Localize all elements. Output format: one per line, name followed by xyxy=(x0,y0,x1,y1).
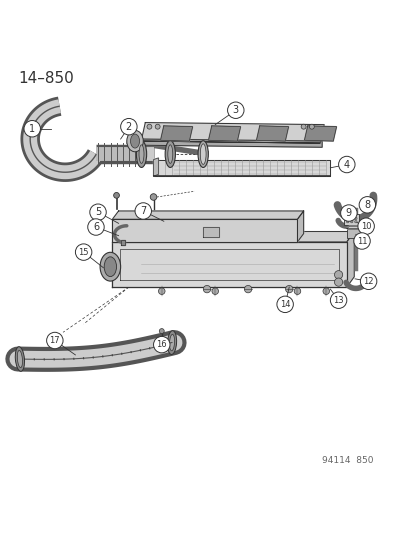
Circle shape xyxy=(354,217,356,220)
Circle shape xyxy=(114,192,119,198)
Text: 10: 10 xyxy=(360,222,370,231)
Polygon shape xyxy=(256,126,288,141)
Circle shape xyxy=(276,296,293,312)
Circle shape xyxy=(150,193,157,200)
Polygon shape xyxy=(112,219,297,242)
Circle shape xyxy=(120,118,137,135)
Circle shape xyxy=(340,205,356,221)
Circle shape xyxy=(211,288,218,294)
Text: 6: 6 xyxy=(93,222,99,232)
Text: 8: 8 xyxy=(363,200,370,210)
Polygon shape xyxy=(141,141,319,143)
Circle shape xyxy=(203,285,210,293)
Text: 13: 13 xyxy=(332,296,343,305)
Ellipse shape xyxy=(200,144,206,164)
Text: 94114  850: 94114 850 xyxy=(321,456,373,465)
Circle shape xyxy=(338,156,354,173)
Ellipse shape xyxy=(167,330,176,354)
Polygon shape xyxy=(112,242,346,287)
Text: 15: 15 xyxy=(78,248,89,256)
Ellipse shape xyxy=(165,141,175,167)
Text: 3: 3 xyxy=(232,105,238,115)
FancyBboxPatch shape xyxy=(346,229,359,238)
Circle shape xyxy=(88,219,104,235)
Circle shape xyxy=(159,329,164,334)
Text: 11: 11 xyxy=(356,237,366,246)
Ellipse shape xyxy=(126,131,143,152)
Polygon shape xyxy=(202,227,219,237)
Circle shape xyxy=(353,233,369,249)
Ellipse shape xyxy=(104,257,116,277)
Ellipse shape xyxy=(100,252,120,281)
Polygon shape xyxy=(120,240,124,245)
Circle shape xyxy=(155,124,160,129)
Ellipse shape xyxy=(139,145,144,163)
Polygon shape xyxy=(297,211,303,242)
Circle shape xyxy=(24,120,40,137)
Text: 2: 2 xyxy=(126,122,132,132)
Circle shape xyxy=(244,285,251,293)
Polygon shape xyxy=(112,211,303,219)
Circle shape xyxy=(227,102,243,118)
Text: 12: 12 xyxy=(363,277,373,286)
Polygon shape xyxy=(208,126,240,141)
Polygon shape xyxy=(346,231,354,287)
Circle shape xyxy=(322,288,329,294)
Text: 16: 16 xyxy=(156,340,167,349)
Circle shape xyxy=(354,221,356,223)
Circle shape xyxy=(357,218,373,235)
Circle shape xyxy=(285,285,292,293)
Circle shape xyxy=(294,288,300,294)
Circle shape xyxy=(346,217,348,220)
Polygon shape xyxy=(139,139,321,147)
Circle shape xyxy=(350,221,352,223)
Polygon shape xyxy=(153,159,330,176)
Ellipse shape xyxy=(130,134,139,148)
Circle shape xyxy=(75,244,92,260)
Polygon shape xyxy=(153,158,158,176)
Ellipse shape xyxy=(15,347,24,372)
Ellipse shape xyxy=(17,350,22,368)
Circle shape xyxy=(158,288,165,294)
Polygon shape xyxy=(160,126,192,141)
Circle shape xyxy=(47,332,63,349)
Ellipse shape xyxy=(197,141,208,167)
Circle shape xyxy=(346,221,348,223)
Text: 5: 5 xyxy=(95,207,101,217)
Polygon shape xyxy=(346,226,361,229)
FancyBboxPatch shape xyxy=(343,214,358,224)
Polygon shape xyxy=(141,123,323,143)
Circle shape xyxy=(358,197,375,213)
Ellipse shape xyxy=(169,334,174,351)
Text: 17: 17 xyxy=(50,336,60,345)
Text: 14–850: 14–850 xyxy=(18,71,74,86)
Text: 9: 9 xyxy=(345,208,351,218)
Circle shape xyxy=(334,278,342,286)
Circle shape xyxy=(300,124,305,129)
Circle shape xyxy=(147,124,152,129)
Text: 14: 14 xyxy=(279,300,290,309)
Circle shape xyxy=(330,292,346,309)
Text: 7: 7 xyxy=(140,206,146,216)
Text: 1: 1 xyxy=(29,124,35,134)
Text: 4: 4 xyxy=(343,159,349,169)
Circle shape xyxy=(359,273,376,289)
Circle shape xyxy=(334,271,342,279)
Circle shape xyxy=(309,124,313,129)
Ellipse shape xyxy=(136,141,146,167)
Circle shape xyxy=(350,217,352,220)
Ellipse shape xyxy=(167,145,172,163)
Polygon shape xyxy=(112,231,354,242)
Circle shape xyxy=(90,204,106,221)
Circle shape xyxy=(153,336,170,353)
Polygon shape xyxy=(304,126,336,141)
Circle shape xyxy=(135,203,151,219)
